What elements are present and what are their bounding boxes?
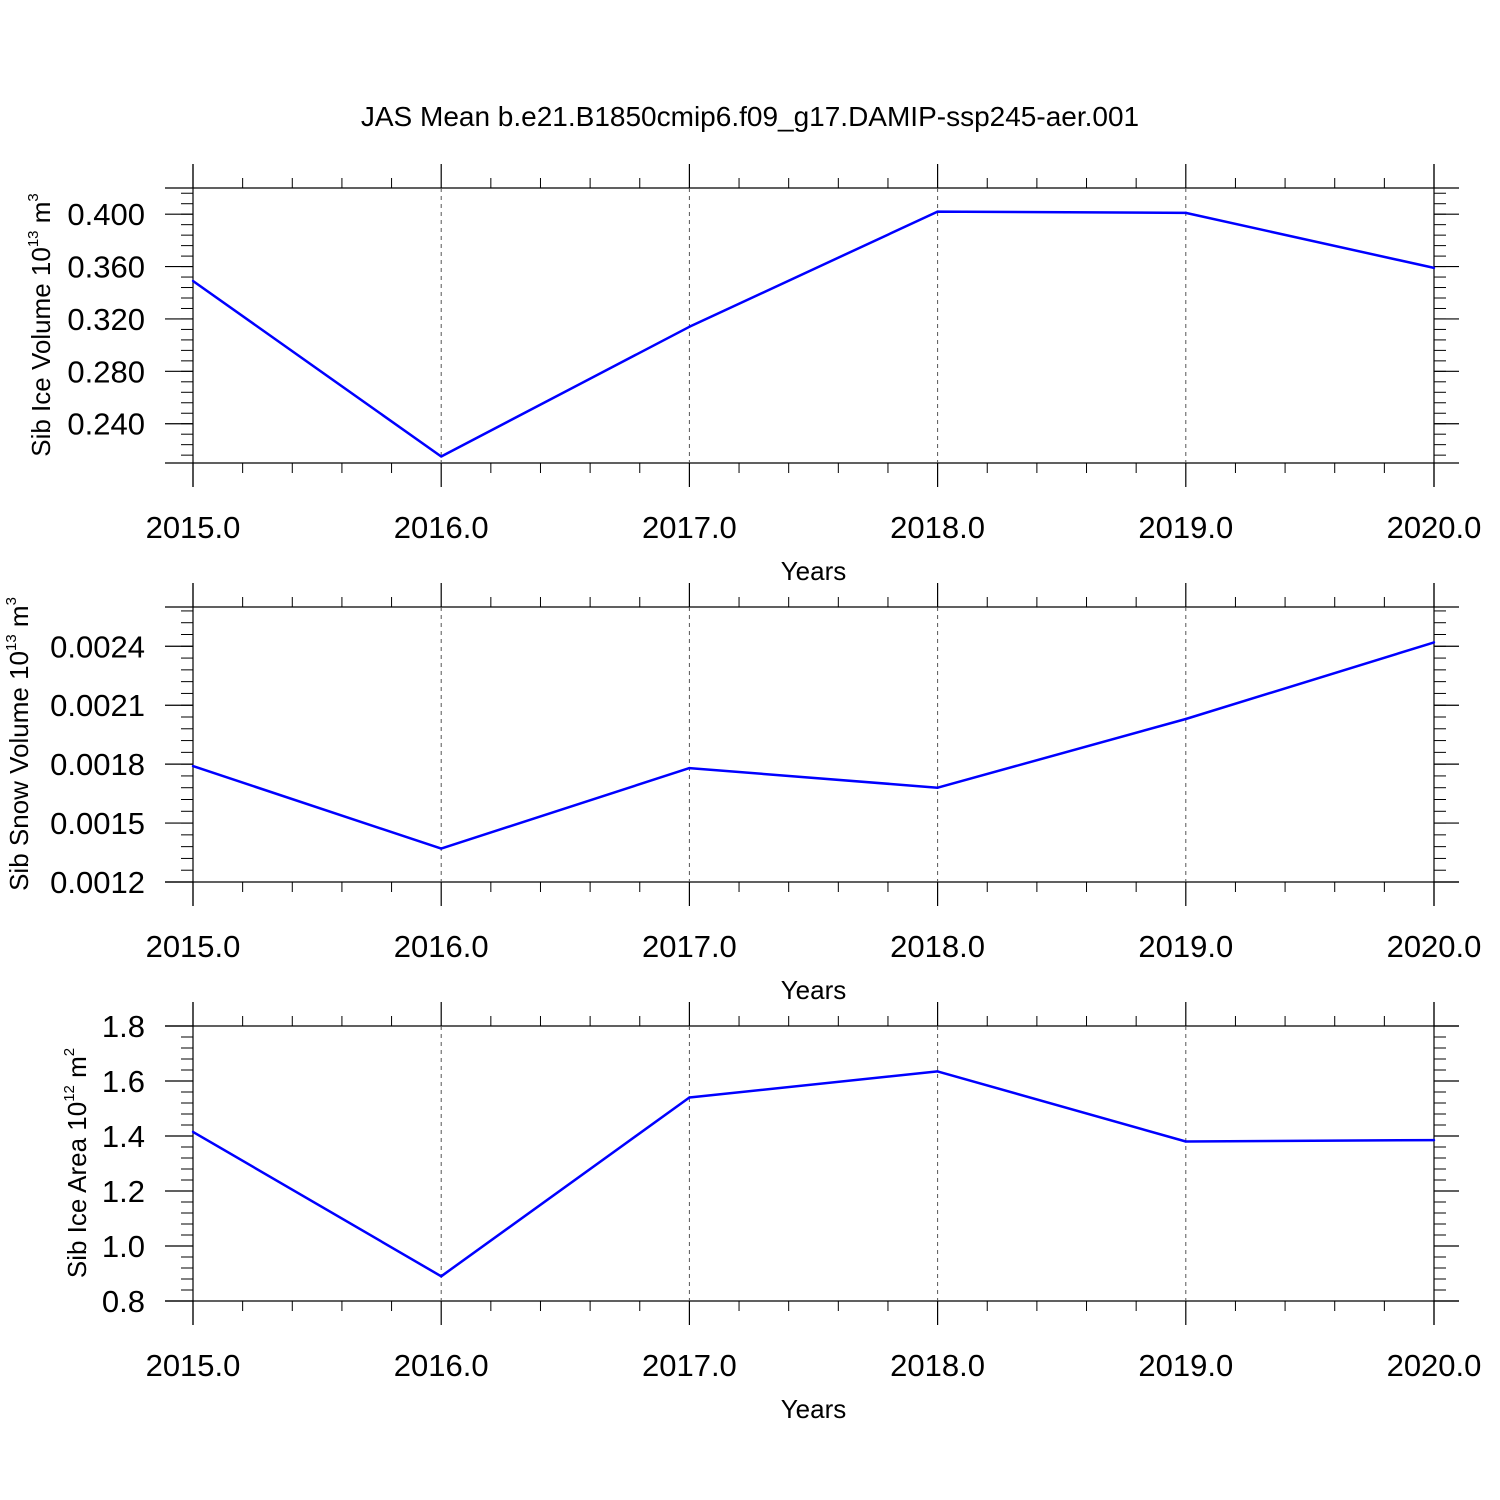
- data-point: [688, 1096, 691, 1099]
- x-tick-label: 2017.0: [642, 510, 737, 545]
- y-axis-title-part: 3: [3, 597, 20, 605]
- y-axis-title-part: 12: [61, 1085, 78, 1102]
- y-tick-label: 0.400: [67, 197, 145, 232]
- data-point: [936, 786, 939, 789]
- x-tick-label: 2019.0: [1138, 510, 1233, 545]
- data-point: [1184, 717, 1188, 721]
- x-tick-label: 2018.0: [890, 929, 985, 964]
- data-point: [1184, 1140, 1188, 1143]
- x-tick-label: 2016.0: [394, 1348, 489, 1383]
- panel-1: 0.240 0.280 0.320 0.360 0.400 2015.0 2016.0 201…: [25, 164, 1481, 586]
- data-point: [936, 1070, 939, 1073]
- y-axis-title-part: m: [26, 202, 56, 231]
- y-axis-title-part: m: [4, 605, 34, 634]
- data-point: [440, 847, 443, 850]
- x-tick-label: 2019.0: [1138, 1348, 1233, 1383]
- data-point: [1432, 641, 1436, 644]
- data-point: [936, 210, 939, 213]
- y-tick-label: 1.6: [102, 1064, 145, 1099]
- x-axis-title: Years: [781, 975, 847, 1005]
- x-tick-label: 2017.0: [642, 1348, 737, 1383]
- y-axis-title-part: 3: [25, 193, 42, 201]
- y-axis-title: Sib Ice Area 1012 m2: [61, 1048, 92, 1278]
- y-tick-label: 0.0024: [50, 629, 145, 664]
- x-tick-label: 2015.0: [146, 510, 241, 545]
- data-point: [1432, 1138, 1436, 1142]
- y-axis-title-part: m: [62, 1056, 92, 1085]
- y-tick-label: 0.8: [102, 1284, 145, 1319]
- y-tick-label: 0.280: [67, 354, 145, 389]
- x-tick-label: 2020.0: [1387, 1348, 1482, 1383]
- data-point: [688, 766, 691, 770]
- data-point: [1432, 266, 1436, 270]
- y-tick-label: 0.320: [67, 302, 145, 337]
- y-axis-title-part: 2: [61, 1048, 78, 1056]
- series-line: [192, 641, 1435, 850]
- y-axis-title-part: Sib Snow Volume 10: [4, 651, 34, 891]
- x-axis-title: Years: [781, 556, 847, 586]
- data-point: [440, 455, 443, 458]
- data-point: [191, 764, 195, 768]
- y-tick-label: 0.0015: [50, 806, 145, 841]
- y-axis-title: Sib Snow Volume 1013 m3: [3, 597, 34, 891]
- x-tick-label: 2017.0: [642, 929, 737, 964]
- panels: 0.240 0.280 0.320 0.360 0.400 2015.0 2016.0 201…: [3, 164, 1481, 1424]
- y-tick-label: 1.8: [102, 1009, 145, 1044]
- y-tick-label: 0.0018: [50, 747, 145, 782]
- series-line: [192, 1070, 1435, 1278]
- y-axis-title: Sib Ice Volume 1013 m3: [25, 193, 56, 457]
- data-point: [191, 279, 195, 283]
- data-point: [191, 1130, 195, 1134]
- y-axis-title-part: 13: [25, 230, 42, 247]
- y-tick-label: 0.0012: [50, 865, 145, 900]
- y-axis-title-part: Sib Ice Volume 10: [26, 247, 56, 457]
- x-tick-label: 2019.0: [1138, 929, 1233, 964]
- x-tick-label: 2018.0: [890, 1348, 985, 1383]
- series-line: [192, 210, 1435, 458]
- y-tick-label: 0.240: [67, 407, 145, 442]
- data-point: [1184, 211, 1188, 215]
- y-tick-label: 0.360: [67, 250, 145, 285]
- x-tick-label: 2015.0: [146, 1348, 241, 1383]
- panel-3: 0.8 1.0 1.2 1.4 1.6 1.8 2015.0 2016.0 2017.0 2018…: [61, 1002, 1481, 1424]
- y-axis-title-part: 13: [3, 634, 20, 651]
- panel-2: 0.0012 0.0015 0.0018 0.0021 0.0024 2015.0 2016…: [3, 583, 1481, 1005]
- y-axis-title-part: Sib Ice Area 10: [62, 1102, 92, 1278]
- x-tick-label: 2018.0: [890, 510, 985, 545]
- y-tick-label: 1.2: [102, 1174, 145, 1209]
- y-tick-label: 1.4: [102, 1119, 145, 1154]
- x-tick-label: 2020.0: [1387, 929, 1482, 964]
- data-point: [440, 1275, 443, 1278]
- x-tick-label: 2016.0: [394, 510, 489, 545]
- x-tick-label: 2016.0: [394, 929, 489, 964]
- data-point: [688, 325, 691, 329]
- y-tick-label: 1.0: [102, 1229, 145, 1264]
- figure-title: JAS Mean b.e21.B1850cmip6.f09_g17.DAMIP-…: [361, 101, 1139, 132]
- x-tick-label: 2015.0: [146, 929, 241, 964]
- x-axis-title: Years: [781, 1394, 847, 1424]
- x-tick-label: 2020.0: [1387, 510, 1482, 545]
- y-tick-label: 0.0021: [50, 688, 145, 723]
